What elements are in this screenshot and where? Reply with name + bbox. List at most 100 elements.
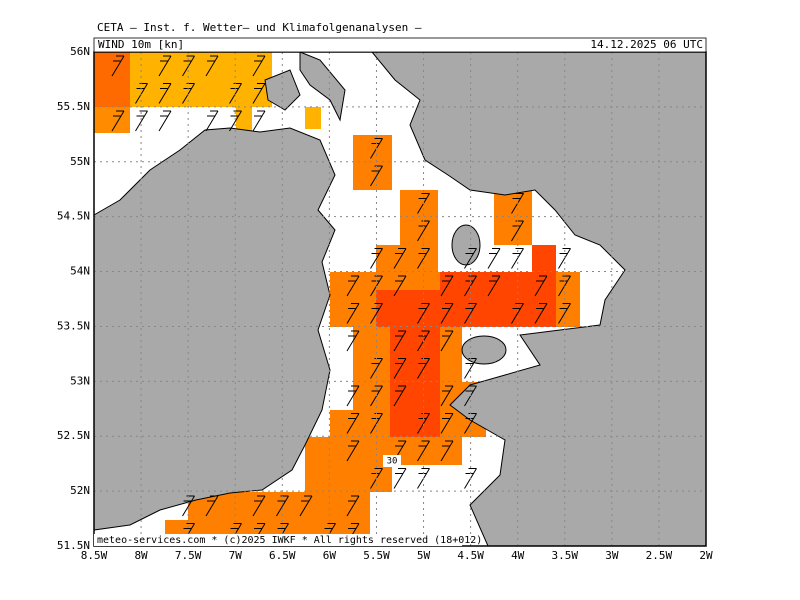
wind-barb [111,110,125,132]
contour-label: 30 [387,457,398,467]
wind-barb [511,303,524,324]
lat-label: 55N [70,155,90,168]
isle-of-man [451,224,481,266]
lon-label: 2.5W [646,549,673,562]
wind-barb [252,55,266,77]
wind-barb [417,413,430,434]
wind-cell [390,327,440,437]
wind-barb [417,220,430,242]
lon-label: 8.5W [81,549,108,562]
wind-barb [440,413,454,434]
wind-barb [370,303,383,324]
lon-label: 3.5W [552,549,579,562]
wind-cell [353,135,392,190]
wind-barb [440,275,454,297]
wind-barb [346,385,360,407]
wind-barb [370,165,383,187]
kintyre [299,51,346,122]
wind-cell [376,245,438,272]
wind-barb [370,358,383,379]
wind-barb [346,495,360,517]
wind-barb [393,385,407,407]
wind-barb [393,248,407,269]
wind-barb [393,358,407,379]
lat-label: 54N [70,265,90,278]
wind-barb [370,413,383,434]
wind-barb [511,248,524,269]
wind-barb [534,275,548,297]
lon-label: 7.5W [175,549,202,562]
footer: meteo-services.com * (c)2025 IWKF * All … [97,535,482,546]
footer-bg [94,534,462,546]
lat-label: 53.5N [57,319,90,332]
land [93,51,707,547]
lon-label: 5W [417,549,431,562]
wind-barb [252,110,266,132]
wind-barb [558,303,571,324]
lat-label: 52.5N [57,429,90,442]
wind-barb [393,275,407,297]
wind-barb [440,440,454,462]
wind-barb [417,248,430,269]
wind-barb [299,495,313,517]
datetime: 14.12.2025 06 UTC [590,38,703,51]
wind-barb [558,248,571,269]
header: CETA — Inst. f. Wetter— und Klimafolgena… [97,21,422,34]
lon-label: 7W [229,549,243,562]
wind-barb [205,55,219,77]
wind-barb [158,110,172,132]
wind-barb [346,303,360,324]
contour-label-bg [383,455,401,467]
wind-cell [94,107,130,133]
wind-barb [393,468,407,489]
wind-barb [205,495,219,517]
wind-barb [346,330,360,352]
lat-label: 52N [70,484,90,497]
wind-cell [532,245,556,290]
wind-cell [305,107,321,129]
ireland [93,127,336,531]
lon-label: 4.5W [457,549,484,562]
lat-label: 54.5N [57,210,90,223]
wind-barb [346,440,360,462]
wind-barb [111,55,125,77]
wind-barb [440,330,454,352]
wind-barb [464,303,477,324]
lat-label: 53N [70,374,90,387]
lon-label: 3W [605,549,619,562]
wind-barb [464,358,477,379]
wind-barb [464,248,477,269]
graticule: 56N 55.5N 55N 54.5N 54N 53.5N 53N 52.5N 52N 51.5N… [57,45,713,562]
wind-barb [346,413,360,434]
wind-barb [346,275,360,297]
lon-label: 6W [323,549,337,562]
wind-cell [440,272,532,290]
wind-barb [158,83,172,104]
wind-barbs [111,55,571,544]
title-bar [93,37,707,53]
lon-label: 5.5W [363,549,390,562]
wind-barb [440,303,454,324]
wind-cell [494,190,532,245]
lon-label: 4W [511,549,525,562]
wind-barb [417,358,430,379]
lon-label: 8W [134,549,148,562]
wind-barb [487,275,501,297]
lon-label: 2W [699,549,713,562]
wind-barb [135,110,148,132]
wind-barb [464,413,477,434]
lon-label: 6.5W [269,549,296,562]
wind-barb [229,110,242,132]
lat-label: 56N [70,45,90,58]
wind-barb [252,83,266,104]
lat-label: 51.5N [57,539,90,552]
wind-barb [417,303,430,324]
lat-label: 55.5N [57,100,90,113]
wind-cell [305,437,392,492]
wind-barb [534,303,548,324]
wind-barb [158,55,172,77]
great-britain [370,51,707,547]
wind-barb [252,495,266,517]
wind-barb [417,440,430,462]
